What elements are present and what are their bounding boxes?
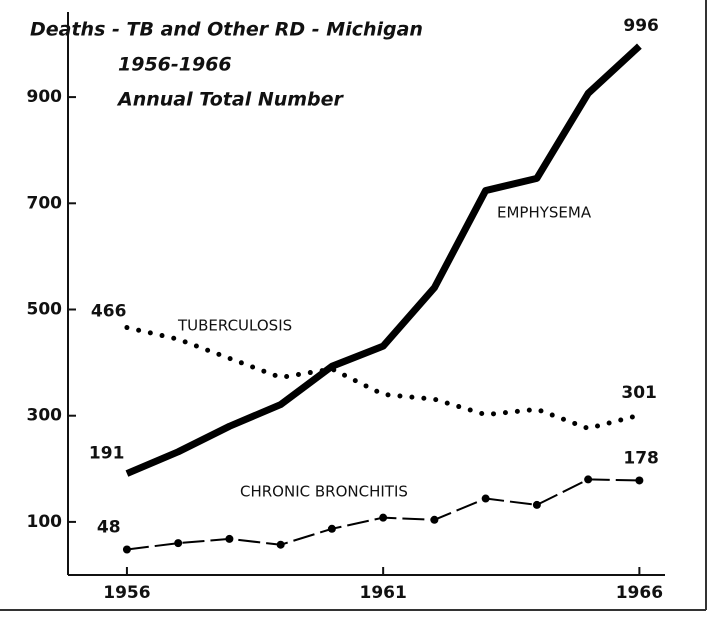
series-point (635, 476, 644, 485)
series-label: CHRONIC BRONCHITIS (240, 483, 408, 501)
series-label: TUBERCULOSIS (177, 317, 292, 335)
series-point (122, 545, 131, 554)
series-point (584, 475, 593, 484)
series-point (174, 539, 183, 548)
series-line (125, 43, 642, 477)
x-tick-label: 1961 (359, 583, 406, 603)
series-point (481, 494, 490, 503)
x-tick-label: 1956 (103, 583, 150, 603)
data-label: 301 (621, 383, 657, 403)
series-line (124, 325, 642, 431)
data-label: 178 (623, 448, 659, 468)
data-label: 996 (623, 16, 659, 36)
y-tick-label: 700 (27, 193, 63, 213)
series-point (379, 513, 388, 522)
data-label: 466 (91, 302, 127, 322)
y-tick-label: 500 (27, 300, 63, 320)
chart-subtitle: 1956-1966 (118, 54, 232, 76)
series-point (327, 524, 336, 533)
y-tick-label: 900 (27, 87, 63, 107)
series-point (225, 534, 234, 543)
x-tick-label: 1966 (616, 583, 663, 603)
chart-subtitle: Annual Total Number (116, 89, 345, 111)
series-label: EMPHYSEMA (497, 204, 592, 222)
series-point (532, 500, 541, 509)
data-label: 48 (97, 518, 121, 538)
y-tick-label: 300 (27, 406, 63, 426)
data-label: 191 (89, 444, 125, 464)
series-point (276, 540, 285, 549)
y-tick-label: 100 (27, 512, 63, 532)
series-point (430, 515, 439, 524)
chart-title: Deaths - TB and Other RD - Michigan (30, 19, 423, 41)
